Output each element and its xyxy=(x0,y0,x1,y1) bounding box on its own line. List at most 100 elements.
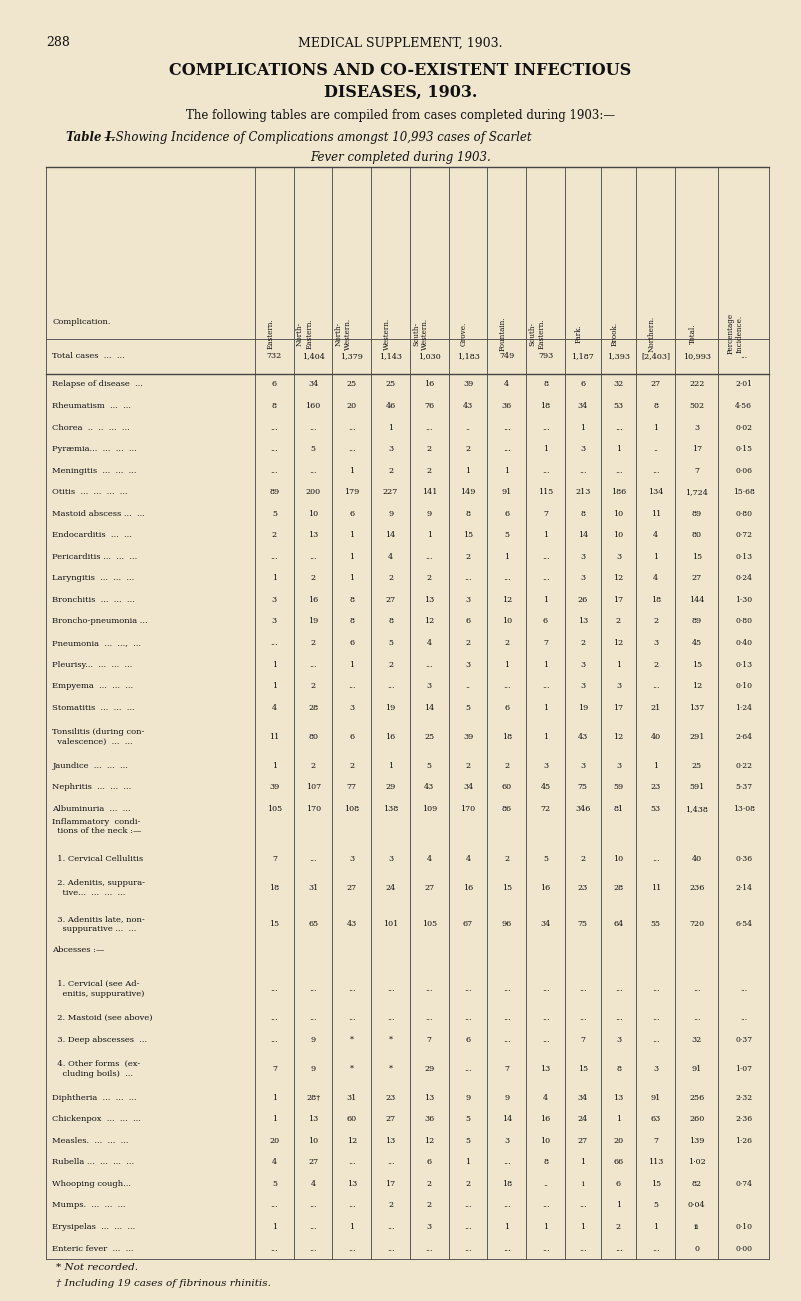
Text: 25: 25 xyxy=(425,732,434,740)
Text: 13: 13 xyxy=(425,596,434,604)
Text: Meningitis  ...  ...  ...: Meningitis ... ... ... xyxy=(52,467,137,475)
Text: 5: 5 xyxy=(311,445,316,453)
Text: 749: 749 xyxy=(499,353,514,360)
Text: Measles.  ...  ...  ...: Measles. ... ... ... xyxy=(52,1137,129,1145)
Text: 3: 3 xyxy=(653,1064,658,1072)
Text: 9: 9 xyxy=(311,1064,316,1072)
Text: MEDICAL SUPPLEMENT, 1903.: MEDICAL SUPPLEMENT, 1903. xyxy=(298,36,503,49)
Text: 3: 3 xyxy=(543,762,548,770)
Text: 15: 15 xyxy=(650,1180,661,1188)
Text: 17: 17 xyxy=(614,596,623,604)
Text: 1: 1 xyxy=(465,1158,471,1167)
Text: 105: 105 xyxy=(422,920,437,929)
Text: Inflammatory  condi-
  tions of the neck :—: Inflammatory condi- tions of the neck :— xyxy=(52,818,142,835)
Text: Whooping cough...: Whooping cough... xyxy=(52,1180,131,1188)
Text: 0: 0 xyxy=(694,1245,699,1253)
Text: Total.: Total. xyxy=(689,324,697,343)
Text: 1·02: 1·02 xyxy=(688,1158,706,1167)
Text: 1: 1 xyxy=(580,424,586,432)
Text: 89: 89 xyxy=(269,488,280,496)
Text: 2: 2 xyxy=(311,639,316,647)
Text: ...: ... xyxy=(503,682,510,690)
Text: 9: 9 xyxy=(504,1094,509,1102)
Text: 11: 11 xyxy=(269,732,280,740)
Text: ...: ... xyxy=(425,985,433,993)
Text: 8: 8 xyxy=(388,618,393,626)
Text: 34: 34 xyxy=(463,783,473,791)
Text: ...: ... xyxy=(503,1158,510,1167)
Text: 720: 720 xyxy=(689,920,704,929)
Text: Eastern.: Eastern. xyxy=(267,319,275,349)
Text: 5: 5 xyxy=(465,1115,470,1123)
Text: 1: 1 xyxy=(616,1202,621,1210)
Text: 1: 1 xyxy=(272,1115,277,1123)
Text: 1·07: 1·07 xyxy=(735,1064,752,1072)
Text: 1: 1 xyxy=(272,1094,277,1102)
Text: ...: ... xyxy=(425,661,433,669)
Text: 6: 6 xyxy=(427,1158,432,1167)
Text: ...: ... xyxy=(387,1245,394,1253)
Text: 15: 15 xyxy=(269,920,280,929)
Text: 2. Adenitis, suppura-: 2. Adenitis, suppura- xyxy=(52,878,145,886)
Text: 1,143: 1,143 xyxy=(379,353,402,360)
Text: 12: 12 xyxy=(425,618,434,626)
Text: ...: ... xyxy=(652,985,659,993)
Text: 14: 14 xyxy=(385,531,396,540)
Text: 1: 1 xyxy=(653,762,658,770)
Text: 2: 2 xyxy=(427,1202,432,1210)
Text: 2: 2 xyxy=(465,639,471,647)
Text: 27: 27 xyxy=(385,596,396,604)
Text: Jaundice  ...  ...  ...: Jaundice ... ... ... xyxy=(52,762,128,770)
Text: 86: 86 xyxy=(501,805,512,813)
Text: ...: ... xyxy=(271,1202,278,1210)
Text: 3: 3 xyxy=(504,1137,509,1145)
Text: 72: 72 xyxy=(541,805,550,813)
Text: 18: 18 xyxy=(269,883,280,891)
Text: Percentage
Incidence.: Percentage Incidence. xyxy=(727,314,743,354)
Text: ...: ... xyxy=(614,1013,622,1023)
Text: 1: 1 xyxy=(272,661,277,669)
Text: 24: 24 xyxy=(385,883,396,891)
Text: 76: 76 xyxy=(425,402,434,410)
Text: 4: 4 xyxy=(427,855,432,863)
Text: 1: 1 xyxy=(616,445,621,453)
Text: 4: 4 xyxy=(504,380,509,389)
Text: ...: ... xyxy=(309,661,317,669)
Text: 10: 10 xyxy=(541,1137,550,1145)
Text: 8: 8 xyxy=(465,510,470,518)
Text: 45: 45 xyxy=(541,783,550,791)
Text: Empyema  ...  ...  ...: Empyema ... ... ... xyxy=(52,682,133,690)
Text: 0·72: 0·72 xyxy=(735,531,752,540)
Text: 40: 40 xyxy=(691,855,702,863)
Text: ...: ... xyxy=(387,682,394,690)
Text: 14: 14 xyxy=(501,1115,512,1123)
Text: 1: 1 xyxy=(349,1223,354,1231)
Text: 96: 96 xyxy=(501,920,512,929)
Text: 34: 34 xyxy=(541,920,550,929)
Text: ...: ... xyxy=(271,1036,278,1043)
Text: 502: 502 xyxy=(689,402,704,410)
Text: 2: 2 xyxy=(580,855,586,863)
Text: 2: 2 xyxy=(465,762,471,770)
Text: 1: 1 xyxy=(580,1223,586,1231)
Text: 9: 9 xyxy=(427,510,432,518)
Text: 9: 9 xyxy=(465,1094,471,1102)
Text: * Not recorded.: * Not recorded. xyxy=(56,1263,138,1272)
Text: 7: 7 xyxy=(272,1064,277,1072)
Text: 4: 4 xyxy=(311,1180,316,1188)
Text: Chickenpox  ...  ...  ...: Chickenpox ... ... ... xyxy=(52,1115,141,1123)
Text: 1,183: 1,183 xyxy=(457,353,480,360)
Text: 17: 17 xyxy=(614,704,623,712)
Text: 6: 6 xyxy=(504,704,509,712)
Text: North-
Western.: North- Western. xyxy=(335,317,352,350)
Text: ...: ... xyxy=(614,985,622,993)
Text: ...: ... xyxy=(652,1013,659,1023)
Text: ...: ... xyxy=(740,985,747,993)
Text: 9: 9 xyxy=(388,510,393,518)
Text: 23: 23 xyxy=(578,883,588,891)
Text: 4: 4 xyxy=(388,553,393,561)
Text: ...: ... xyxy=(740,1013,747,1023)
Text: ...: ... xyxy=(579,1013,586,1023)
Text: 25: 25 xyxy=(691,762,702,770)
Text: ...: ... xyxy=(614,1245,622,1253)
